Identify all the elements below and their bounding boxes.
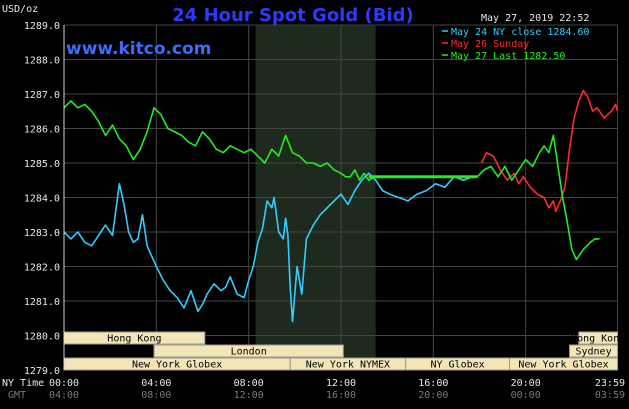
session-bar-2	[153, 344, 344, 358]
legend-label-2: May 27 Last 1282.50	[451, 51, 565, 62]
ny-time-tick-label-5: 20:00	[511, 378, 541, 389]
ny-time-tick-label-4: 16:00	[418, 378, 448, 389]
ny-time-tick-label-1: 04:00	[141, 378, 171, 389]
gmt-tick-label-4: 20:00	[418, 390, 448, 401]
series-line-may-27	[63, 100, 600, 261]
session-label-0: Hong Kong	[107, 334, 161, 345]
grid-lines	[64, 24, 619, 371]
session-label-5: New York NYMEX	[306, 360, 390, 371]
gmt-tick-label-2: 12:00	[234, 390, 264, 401]
legend-label-0: May 24 NY close 1284.60	[451, 27, 589, 38]
y-tick-label-6: 1285.0	[24, 159, 60, 170]
gmt-tick-label-0: 04:00	[49, 390, 79, 401]
ny-time-tick-label-0: 00:00	[49, 378, 79, 389]
session-label-2: London	[231, 347, 267, 358]
session-label-3: Sydney	[575, 347, 611, 358]
y-tick-label-7: 1286.0	[24, 125, 60, 136]
website-link[interactable]: www.kitco.com	[66, 39, 211, 59]
series-lines	[63, 89, 619, 323]
y-tick-label-4: 1283.0	[24, 228, 60, 239]
y-axis-labels: 1279.0 1280.0 1281.0 1282.0 1283.0 1284.0 1285…	[24, 21, 60, 377]
y-tick-label-3: 1282.0	[24, 263, 60, 274]
gmt-axis-label: GMT	[8, 390, 26, 401]
ny-time-tick-label-2: 08:00	[234, 378, 264, 389]
session-label-4: New York Globex	[132, 360, 222, 371]
session-label-6: NY Globex	[430, 360, 484, 371]
series-line-may-26	[481, 89, 619, 213]
session-label-1: Hong Kong	[571, 334, 625, 345]
ny-time-tick-label-3: 12:00	[326, 378, 356, 389]
x-axis-labels: 00:0004:0004:0008:0008:0012:0012:0016:00…	[49, 378, 625, 401]
y-axis-unit: USD/oz	[2, 4, 38, 15]
ny-time-axis-label: NY Time	[2, 378, 44, 389]
y-tick-label-2: 1281.0	[24, 297, 60, 308]
gmt-tick-label-5: 00:00	[511, 390, 541, 401]
session-bars: Hong Kong Hong Kong London Sydney New York G…	[63, 331, 625, 371]
y-tick-label-9: 1288.0	[24, 56, 60, 67]
session-label-7: New York Globex	[518, 360, 608, 371]
session-bar-7	[509, 357, 619, 371]
ny-time-tick-label-6: 23:59	[595, 378, 625, 389]
session-bar-3	[569, 344, 619, 358]
y-tick-label-1: 1280.0	[24, 332, 60, 343]
legend-label-1: May 26 Sunday	[451, 39, 529, 50]
gmt-tick-label-6: 03:59	[595, 390, 625, 401]
gmt-tick-label-3: 16:00	[326, 390, 356, 401]
y-tick-label-5: 1284.0	[24, 194, 60, 205]
chart-title: 24 Hour Spot Gold (Bid)	[172, 5, 413, 26]
session-bar-1	[578, 331, 619, 345]
y-tick-label-8: 1287.0	[24, 90, 60, 101]
date-label: May 27, 2019 22:52	[481, 13, 589, 24]
y-tick-label-10: 1289.0	[24, 21, 60, 32]
gmt-tick-label-1: 08:00	[141, 390, 171, 401]
y-tick-label-0: 1279.0	[24, 366, 60, 377]
